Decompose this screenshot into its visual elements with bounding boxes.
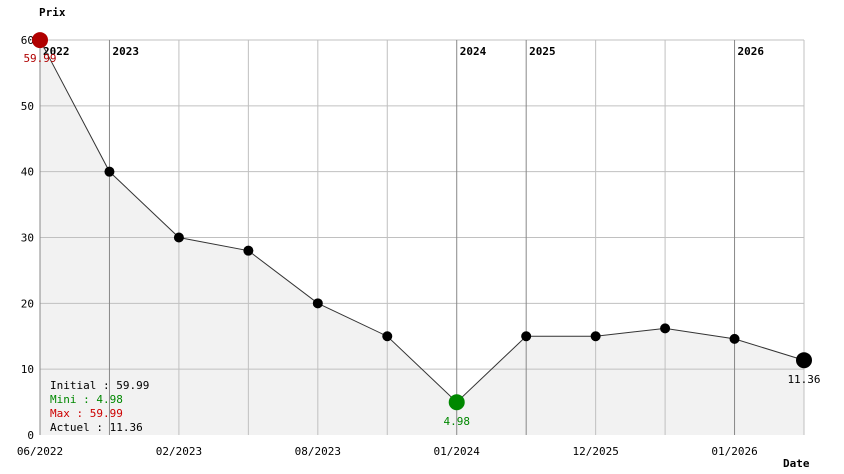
y-axis-label: Prix: [39, 6, 66, 19]
x-tick-label: 01/2026: [711, 445, 757, 458]
x-tick-label: 06/2022: [17, 445, 63, 458]
x-tick-label: 08/2023: [295, 445, 341, 458]
x-tick-label: 02/2023: [156, 445, 202, 458]
y-tick-label: 20: [21, 297, 34, 310]
summary-line: Actuel : 11.36: [50, 421, 143, 434]
price-line: [39, 39, 805, 403]
summary-line: Max : 59.99: [50, 407, 123, 420]
y-tick-label: 40: [21, 166, 34, 179]
x-tick-label: 01/2024: [434, 445, 481, 458]
current-point: [796, 352, 812, 369]
max-value-label: 59.99: [23, 52, 56, 65]
data-point: [729, 333, 740, 344]
x-axis-label: Date: [783, 457, 810, 470]
year-label: 2025: [529, 45, 556, 58]
summary-line: Mini : 4.98: [50, 393, 123, 406]
y-tick-label: 50: [21, 100, 34, 113]
y-tick-label: 30: [21, 232, 34, 245]
data-point: [382, 331, 393, 342]
year-label: 2026: [738, 45, 765, 58]
data-point: [243, 245, 254, 256]
data-point: [312, 298, 323, 309]
min-point: [448, 394, 465, 411]
data-point: [521, 331, 532, 342]
year-label: 2023: [112, 45, 139, 58]
summary-line: Initial : 59.99: [50, 379, 149, 392]
year-label: 2024: [460, 45, 487, 58]
year-label: 2022: [43, 45, 70, 58]
data-point: [590, 331, 601, 342]
y-tick-label: 60: [21, 34, 34, 47]
area-fill: [40, 40, 804, 436]
x-tick-label: 12/2025: [572, 445, 618, 458]
y-tick-label: 10: [21, 363, 34, 376]
min-value-label: 4.98: [443, 415, 470, 428]
current-value-label: 11.36: [787, 373, 820, 386]
max-point: [32, 32, 48, 49]
y-tick-label: 0: [27, 429, 34, 442]
data-point: [104, 166, 115, 177]
data-point: [660, 323, 671, 334]
data-point: [173, 232, 184, 243]
